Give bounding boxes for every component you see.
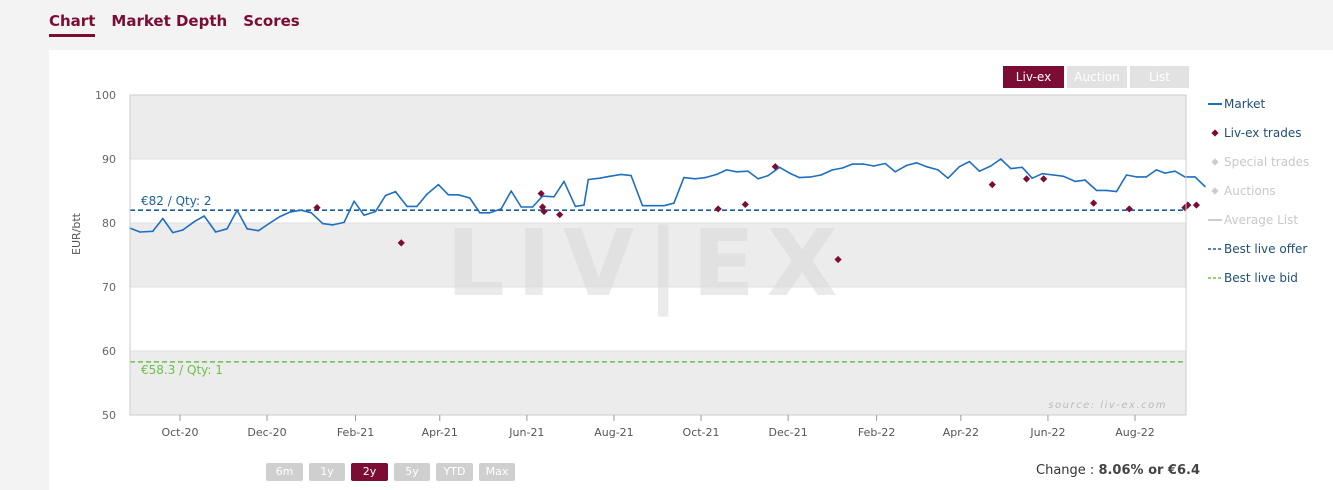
range-selector: 6m 1y 2y 5y YTD Max <box>266 463 515 481</box>
change-value: 8.06% or €6.4 <box>1098 463 1201 478</box>
change-summary: Change : 8.06% or €6.4 <box>1036 463 1200 478</box>
tab-bar: Chart Market Depth Scores <box>49 12 300 37</box>
range-5y-button[interactable]: 5y <box>394 463 430 481</box>
tab-scores[interactable]: Scores <box>243 12 300 30</box>
change-label: Change : <box>1036 463 1095 478</box>
chart-panel <box>49 50 1333 490</box>
source-list-button[interactable]: List <box>1130 66 1189 88</box>
source-auction-button[interactable]: Auction <box>1067 66 1127 88</box>
source-selector: Liv-ex Auction List <box>1003 66 1189 88</box>
source-liv-ex-button[interactable]: Liv-ex <box>1003 66 1064 88</box>
range-1y-button[interactable]: 1y <box>309 463 345 481</box>
range-ytd-button[interactable]: YTD <box>436 463 473 481</box>
range-max-button[interactable]: Max <box>479 463 515 481</box>
tab-chart[interactable]: Chart <box>49 12 96 37</box>
range-2y-button[interactable]: 2y <box>351 463 388 481</box>
tab-market-depth[interactable]: Market Depth <box>111 12 228 30</box>
range-6m-button[interactable]: 6m <box>266 463 303 481</box>
